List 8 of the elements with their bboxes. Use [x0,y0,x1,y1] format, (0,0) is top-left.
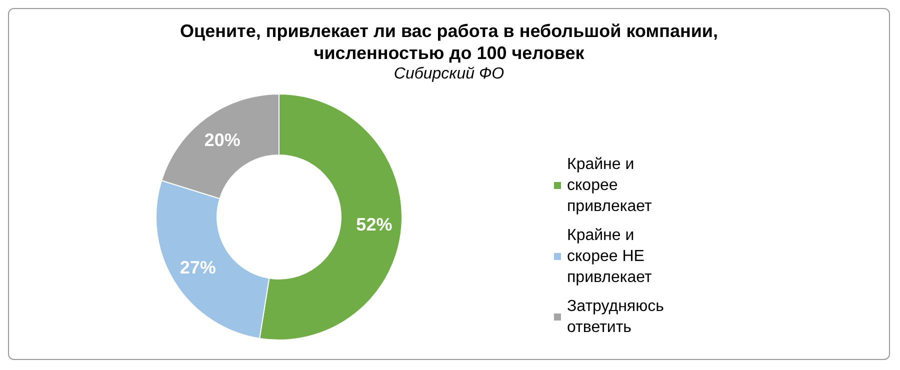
legend-label: Крайне и скорее привлекает [567,156,652,215]
data-label: 52% [356,214,392,235]
data-label: 20% [204,130,240,150]
legend-label: Затрудняюсь ответить [567,298,668,336]
legend-label: Крайне и скорее НЕ привлекает [567,227,652,286]
data-label: 27% [180,257,216,278]
chart-subtitle: Сибирский ФО [394,66,504,82]
chart-title: Оцените, привлекает ли вас работа в небольшой компании, численностью до 100 человек [180,21,718,63]
